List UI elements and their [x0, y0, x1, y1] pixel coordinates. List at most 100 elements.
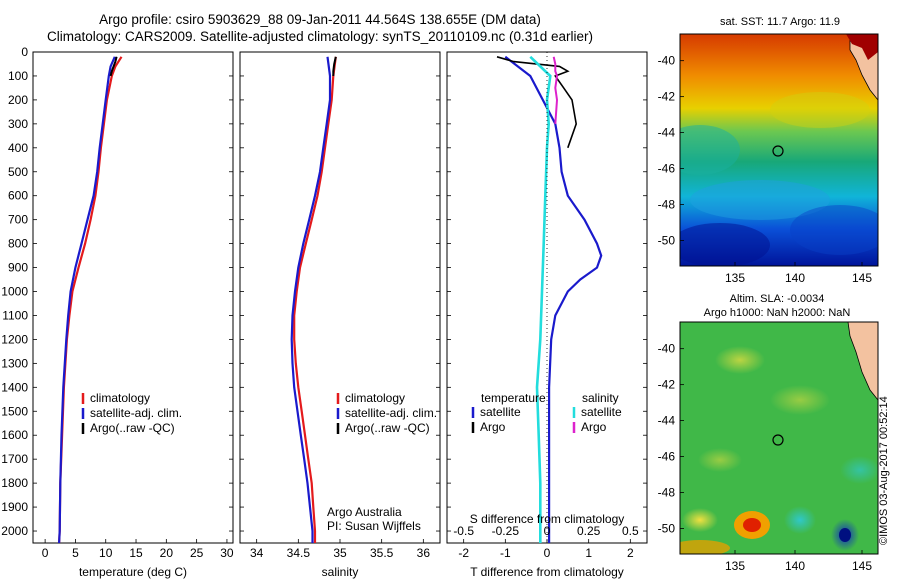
x-tick-label: 5 [72, 546, 79, 560]
legend-label: satellite [581, 405, 622, 419]
panel-frame [446, 51, 648, 544]
top-tick-label: 0.25 [577, 524, 601, 538]
series-line-salinity-satellite [529, 55, 552, 543]
lat-tick-label: -50 [658, 233, 676, 247]
depth-tick-label: 800 [8, 237, 28, 251]
depth-tick-label: 0 [21, 45, 28, 59]
depth-tick-label: 2000 [1, 524, 28, 538]
legend-label: satellite-adj. clim. [90, 406, 182, 420]
sla-map-title-1: Altim. SLA: -0.0034 [730, 293, 825, 305]
depth-tick-label: 1500 [1, 404, 28, 418]
x-axis-label: salinity [322, 565, 359, 579]
depth-tick-label: 500 [8, 165, 28, 179]
legend-title-temperature: temperature [481, 391, 546, 405]
lat-tick-label: -40 [658, 342, 676, 356]
series-line-satellite-adj-clim- [290, 56, 332, 543]
depth-tick-label: 1700 [1, 452, 28, 466]
title-line-1: Argo profile: csiro 5903629_88 09-Jan-20… [99, 12, 541, 27]
lon-tick-label: 145 [852, 559, 872, 573]
x-tick-label: -2 [458, 546, 469, 560]
lat-tick-label: -44 [658, 414, 676, 428]
series-line-temperature-satellite [504, 55, 603, 543]
temperature-panel: 0 5 10 15 20 25 30 temperature (deg C) climatolo… [32, 51, 234, 579]
depth-tick-label: 1200 [1, 332, 28, 346]
sla-map: Altim. SLA: -0.0034 Argo h1000: NaN h200… [658, 293, 879, 573]
lat-tick-label: -48 [658, 198, 676, 212]
top-axis-label: S difference from climatology [470, 512, 625, 526]
x-tick-label: 36 [417, 546, 431, 560]
legend-label: climatology [90, 391, 150, 405]
argo-location-marker-sla [772, 434, 784, 446]
legend-label: climatology [345, 391, 405, 405]
panel-frame [239, 51, 441, 544]
depth-tick-label: 1400 [1, 380, 28, 394]
lat-tick-label: -50 [658, 521, 676, 535]
series-line-argo-raw-qc- [332, 56, 337, 76]
legend-label: Argo [480, 420, 506, 434]
lon-tick-label: 140 [785, 559, 805, 573]
salinity-panel: 34 34.5 35 35.5 36 salinity climatologysatelli… [239, 51, 441, 579]
argo-location-marker [772, 145, 784, 157]
depth-tick-label: 700 [8, 213, 28, 227]
series-line-temperature-argo [496, 56, 578, 149]
x-axis-label: temperature (deg C) [79, 565, 187, 579]
top-tick-label: 0.5 [622, 524, 639, 538]
x-tick-label: 35 [333, 546, 347, 560]
series-line-satellite-adj-clim- [58, 56, 116, 544]
lon-tick-label: 145 [852, 271, 872, 285]
legend-label: satellite [480, 405, 521, 419]
lat-tick-label: -42 [658, 90, 676, 104]
sst-map-title: sat. SST: 11.7 Argo: 11.9 [720, 16, 840, 28]
x-tick-label: 1 [585, 546, 592, 560]
depth-tick-label: 1100 [2, 308, 28, 322]
series-line-climatology [293, 56, 337, 543]
depth-tick-label: 400 [8, 141, 28, 155]
sst-map: sat. SST: 11.7 Argo: 11.9 -40 -42 -44 -46 -4… [658, 16, 879, 285]
depth-tick-label: 1900 [1, 500, 28, 514]
depth-tick-label: 100 [8, 69, 28, 83]
x-tick-label: 15 [129, 546, 143, 560]
x-tick-label: 25 [190, 546, 204, 560]
depth-tick-label: 600 [8, 189, 28, 203]
lat-tick-label: -46 [658, 162, 676, 176]
depth-tick-label: 1000 [1, 285, 28, 299]
x-tick-label: 34 [250, 546, 264, 560]
sst-lon-ticks: 135 140 145 [725, 262, 872, 285]
sla-lon-ticks: 135 140 145 [725, 550, 872, 573]
sla-lat-ticks: -40 -42 -44 -46 -48 -50 [658, 342, 684, 535]
lat-tick-label: -44 [658, 126, 676, 140]
depth-tick-label: 300 [8, 117, 28, 131]
depth-tick-label: 900 [8, 261, 28, 275]
x-tick-label: 20 [160, 546, 174, 560]
legend-label: Argo [581, 420, 607, 434]
tasmania-coast-sla [847, 322, 878, 401]
x-axis-label: T difference from climatology [470, 565, 624, 579]
legend-label: Argo(..raw -QC) [345, 421, 430, 435]
series-line-salinity-argo [552, 56, 559, 124]
sla-map-title-2: Argo h1000: NaN h2000: NaN [704, 307, 851, 319]
title-line-2: Climatology: CARS2009. Satellite-adjuste… [46, 29, 594, 44]
x-tick-label: 34.5 [287, 546, 311, 560]
lon-tick-label: 135 [725, 271, 745, 285]
lat-tick-label: -40 [658, 54, 676, 68]
salinity-annotation: PI: Susan Wijffels [327, 519, 421, 533]
top-tick-label: -0.5 [453, 524, 474, 538]
legend-label: Argo(..raw -QC) [90, 421, 175, 435]
lat-tick-label: -42 [658, 378, 676, 392]
depth-axis: 0 100 200 300 400 500 600 700 800 900 1000 1100 1200… [1, 45, 28, 538]
x-tick-label: 0 [544, 546, 551, 560]
x-tick-label: 30 [220, 546, 234, 560]
legend-label: satellite-adj. clim. [345, 406, 437, 420]
lon-tick-label: 135 [725, 559, 745, 573]
x-tick-label: 10 [99, 546, 113, 560]
depth-tick-label: 1800 [1, 476, 28, 490]
depth-tick-label: 1300 [1, 356, 28, 370]
lat-tick-label: -48 [658, 486, 676, 500]
lat-tick-label: -46 [658, 450, 676, 464]
imos-stamp: ©IMOS 03-Aug-2017 00:52:14 [878, 396, 890, 545]
x-tick-label: -1 [500, 546, 511, 560]
salinity-annotation: Argo Australia [327, 505, 402, 519]
top-tick-label: 0 [544, 524, 551, 538]
legend-title-salinity: salinity [582, 391, 619, 405]
